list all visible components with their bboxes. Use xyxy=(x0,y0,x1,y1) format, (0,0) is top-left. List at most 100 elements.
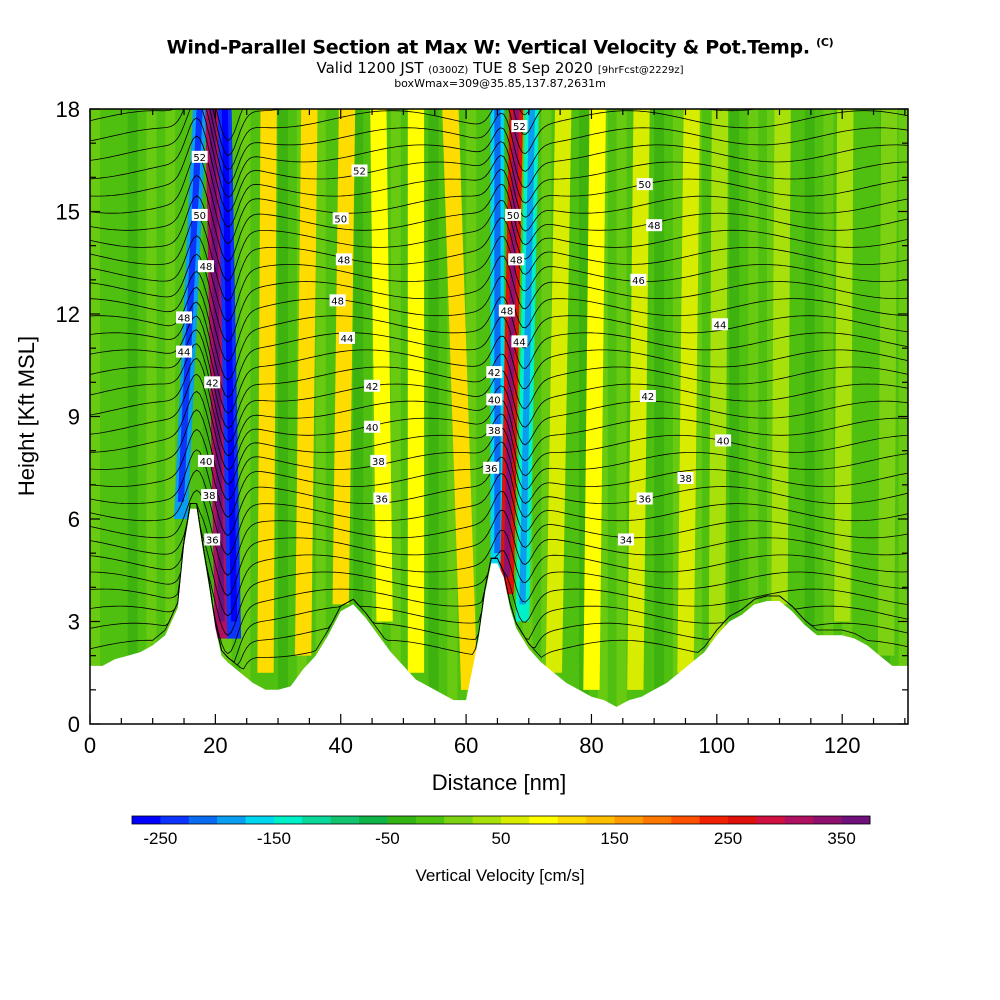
contour-label-text: 50 xyxy=(334,214,347,225)
contour-label: 44 xyxy=(338,331,355,345)
contour-label-text: 42 xyxy=(366,382,379,393)
contour-label-box xyxy=(197,260,214,273)
contour-label-box xyxy=(508,253,525,266)
contour-label-box xyxy=(715,434,732,447)
contour-label-text: 52 xyxy=(513,122,526,133)
velocity-band-core xyxy=(519,109,536,605)
x-tick-label: 120 xyxy=(824,733,861,758)
theta-contour xyxy=(90,390,908,485)
field-stripe xyxy=(860,109,872,724)
field-stripe xyxy=(672,109,683,724)
contour-label: 42 xyxy=(204,376,221,389)
chart-title-text: Wind-Parallel Section at Max W: Vertical… xyxy=(166,36,810,59)
contour-label: 48 xyxy=(646,219,663,232)
field-stripe xyxy=(729,109,740,724)
theta-contour xyxy=(90,109,908,198)
contour-label: 52 xyxy=(351,164,368,178)
field-stripe xyxy=(654,109,665,724)
contour-label: 36 xyxy=(204,533,221,547)
contour-label: 40 xyxy=(486,393,503,406)
colorbar-swatch xyxy=(387,816,417,824)
theta-contour xyxy=(90,271,908,362)
y-tick-label: 9 xyxy=(68,405,80,430)
contour-label-text: 40 xyxy=(366,423,379,434)
valid-utc: (0300Z) xyxy=(428,65,469,76)
colorbar xyxy=(131,815,871,825)
velocity-band xyxy=(442,109,478,690)
colorbar-swatch xyxy=(188,816,218,824)
contour-label-text: 36 xyxy=(485,464,498,475)
x-axis-label: Distance [nm] xyxy=(432,770,567,795)
contour-label-text: 40 xyxy=(200,457,213,468)
field-stripe xyxy=(240,109,251,724)
colorbar-swatch xyxy=(501,816,530,824)
theta-contour xyxy=(90,117,908,213)
contour-label-text: 52 xyxy=(353,167,366,178)
contour-label: 44 xyxy=(176,345,193,359)
contour-label: 40 xyxy=(715,434,732,447)
colorbar-swatch xyxy=(671,816,701,824)
y-tick-label: 0 xyxy=(68,712,80,737)
contour-label-box xyxy=(617,533,634,546)
contour-label: 48 xyxy=(335,253,352,266)
contour-label-box xyxy=(204,533,221,546)
colorbar-swatch xyxy=(728,816,757,824)
colorbar-swatch xyxy=(359,816,388,824)
theta-contour xyxy=(90,286,908,381)
contour-label-box xyxy=(191,208,208,221)
colorbar-swatch xyxy=(813,816,843,824)
contour-label: 36 xyxy=(373,492,390,506)
contour-label-box xyxy=(646,219,663,232)
terrain-profile xyxy=(90,508,908,724)
x-tick-label: 100 xyxy=(698,733,735,758)
contour-label-box xyxy=(351,164,368,177)
theta-contour xyxy=(90,489,908,576)
contour-label-text: 38 xyxy=(679,474,692,485)
colorbar-swatch xyxy=(444,816,474,824)
theta-contour xyxy=(90,301,908,398)
contour-label-text: 44 xyxy=(341,334,354,345)
contour-labels: 52 50 48 48 44 42 40 38 36 52 50 48 48 44 42 40 38 36 52 50… xyxy=(176,120,732,547)
theta-contour xyxy=(90,253,908,343)
contour-label-box xyxy=(630,273,647,286)
contour-label-text: 46 xyxy=(632,276,645,287)
theta-contour xyxy=(90,449,908,537)
theta-contour xyxy=(90,315,908,414)
colorbar-tick-label: -150 xyxy=(257,829,291,848)
contour-label-text: 48 xyxy=(510,255,523,266)
colorbar-labels: -250 -150 -50 50 150 250 350 xyxy=(143,829,855,848)
theta-contour xyxy=(90,357,908,457)
velocity-band xyxy=(407,109,425,673)
contour-label-box xyxy=(364,420,381,433)
theta-contour xyxy=(90,503,908,636)
velocity-band xyxy=(877,109,898,656)
contour-label: 52 xyxy=(511,120,528,133)
field-stripe xyxy=(616,109,627,724)
y-tick-label: 18 xyxy=(56,97,80,122)
contour-label-box xyxy=(505,208,522,221)
field-stripe xyxy=(146,109,157,724)
contour-label: 50 xyxy=(505,208,522,222)
contour-label-text: 48 xyxy=(500,307,513,318)
field-stripe xyxy=(278,109,289,724)
velocity-band xyxy=(294,109,318,656)
contour-label-box xyxy=(338,331,355,344)
field-stripe xyxy=(748,109,759,724)
colorbar-swatch xyxy=(245,816,275,824)
x-tick-label: 80 xyxy=(579,733,603,758)
colorbar-swatch xyxy=(217,816,247,824)
contour-label: 38 xyxy=(201,489,218,502)
y-tick-label: 3 xyxy=(68,610,80,635)
colorbar-swatch xyxy=(160,816,190,824)
velocity-band xyxy=(834,109,854,622)
field-stripe xyxy=(390,109,401,724)
contour-label-text: 36 xyxy=(638,495,651,506)
contour-label-box xyxy=(636,178,653,191)
contour-label: 44 xyxy=(511,335,528,348)
contour-label-box xyxy=(176,345,193,358)
contour-label-box xyxy=(486,366,503,379)
colorbar-frame xyxy=(131,815,871,825)
box-info: boxWmax=309@35.85,137.87,2631m xyxy=(394,77,606,90)
field-stripe xyxy=(484,109,495,724)
